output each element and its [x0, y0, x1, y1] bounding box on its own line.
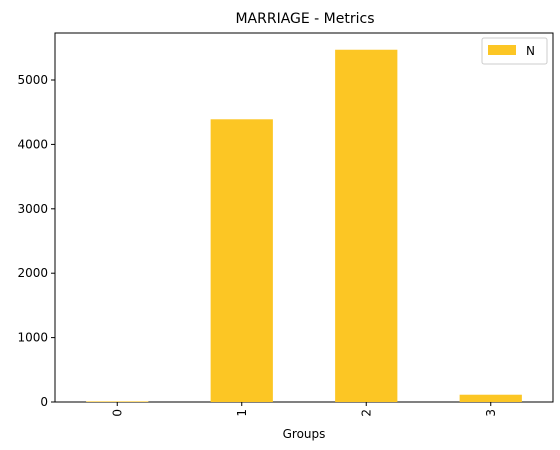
y-tick-label: 4000 [17, 137, 48, 151]
legend-swatch [488, 45, 516, 55]
legend-label: N [526, 44, 535, 58]
y-tick-label: 2000 [17, 266, 48, 280]
x-axis-label: Groups [283, 427, 326, 441]
y-axis: 0 1000 2000 3000 4000 5000 [17, 73, 55, 409]
y-tick-label: 3000 [17, 202, 48, 216]
bar-3 [459, 394, 522, 402]
x-tick-label: 3 [484, 409, 498, 417]
chart-title: MARRIAGE - Metrics [235, 11, 374, 27]
bar-0 [86, 401, 149, 402]
x-tick-label: 2 [359, 409, 373, 417]
plot-area [54, 32, 554, 403]
legend: N [481, 37, 548, 65]
x-axis: 0 1 2 3 [110, 402, 498, 417]
y-tick-label: 1000 [17, 331, 48, 345]
y-tick-label: 0 [40, 395, 48, 409]
bar-2 [335, 49, 398, 402]
y-tick-label: 5000 [17, 73, 48, 87]
bar-1 [210, 119, 273, 403]
x-tick-label: 0 [110, 409, 124, 417]
x-tick-label: 1 [235, 409, 249, 417]
bars-group [86, 49, 522, 403]
